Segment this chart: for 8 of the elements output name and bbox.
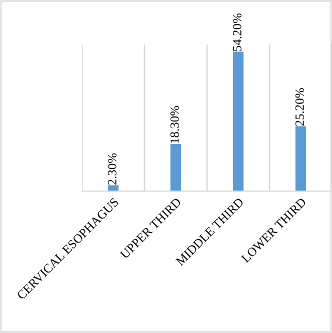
bar	[170, 144, 182, 192]
data-label: 2.30%	[108, 153, 116, 185]
bar	[295, 126, 306, 192]
bar	[232, 52, 244, 192]
data-label: 54.20%	[232, 13, 242, 51]
data-label: 25.20%	[295, 88, 304, 126]
data-label: 18.30%	[170, 106, 179, 143]
bar	[108, 185, 119, 192]
